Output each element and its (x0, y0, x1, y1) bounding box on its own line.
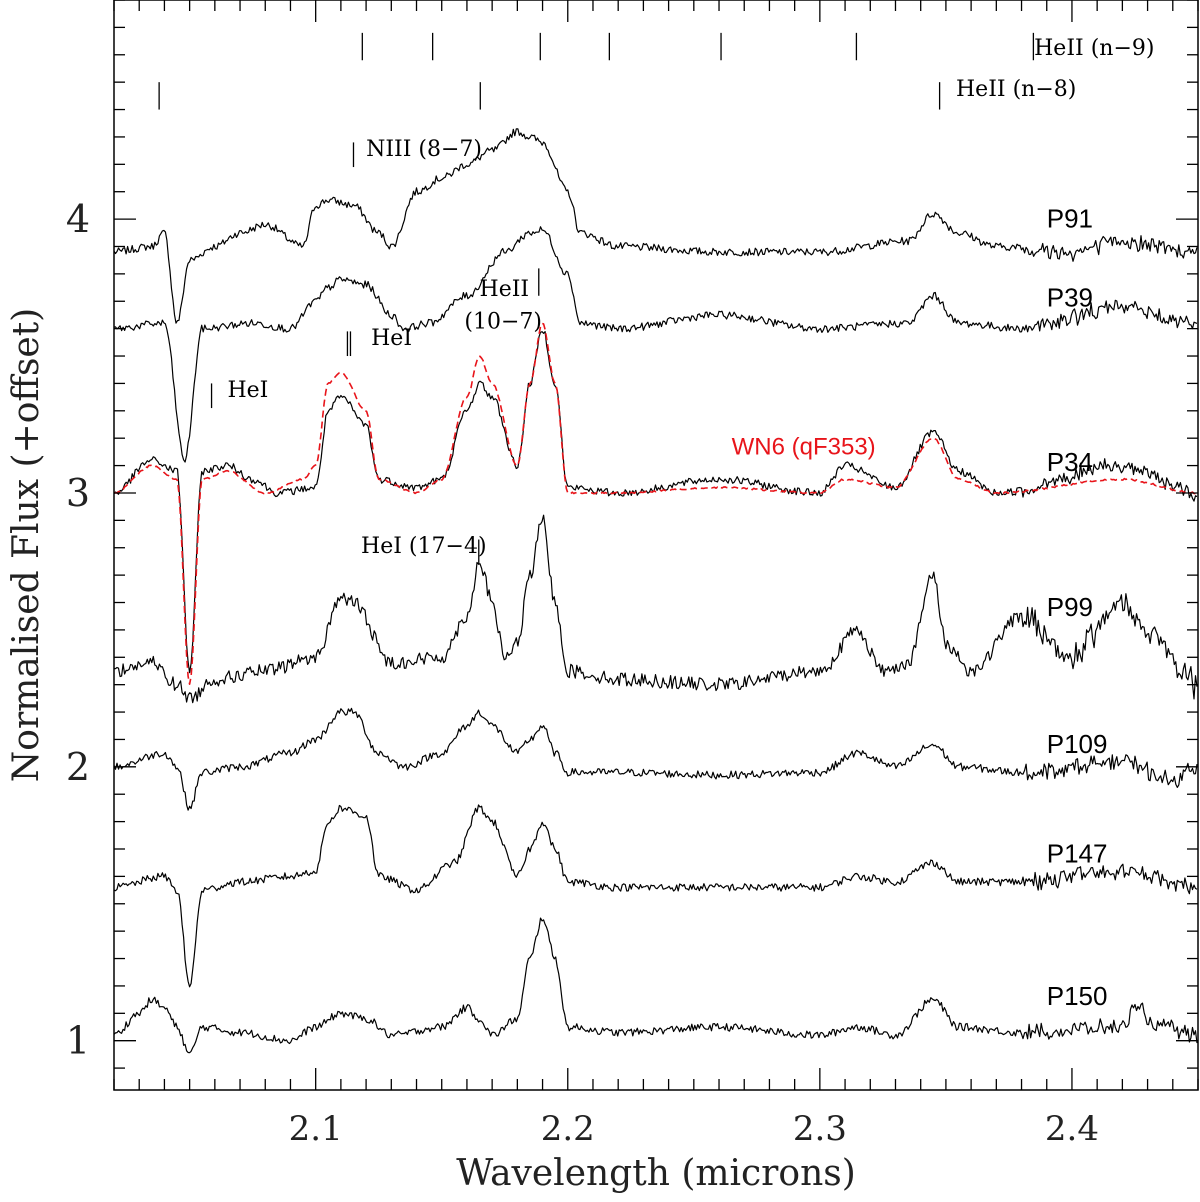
plot-frame (113, 0, 1199, 1091)
line-id-label: HeI (371, 326, 412, 351)
spectrum-p147 (113, 804, 1198, 988)
line-id-label: (10−7) (464, 310, 542, 335)
star-label-p109: P109 (1047, 729, 1108, 759)
spectrum-p150 (113, 917, 1198, 1054)
model-label: WN6 (qF353) (732, 434, 876, 461)
spectrum-p99 (114, 514, 1198, 704)
line-id-label: HeII (480, 277, 530, 302)
line-id-label: NIII (8−7) (366, 137, 482, 162)
spectrum-p39 (113, 226, 1198, 463)
y-axis-title: Normalised Flux (+offset) (6, 308, 47, 782)
star-label-p147: P147 (1047, 839, 1108, 869)
y-tick-label: 4 (66, 197, 90, 241)
line-id-label: HeI (17−4) (361, 534, 486, 559)
line-id-label: HeI (227, 378, 268, 403)
tick-group: 2.1 2.2 2.3 2.4 1 2 3 4 (66, 0, 1199, 1149)
x-tick-label: 2.2 (541, 1109, 595, 1149)
star-label-p99: P99 (1047, 592, 1093, 622)
spectrum-wn6-qf353- (113, 322, 1198, 686)
x-tick-label: 2.4 (1045, 1109, 1099, 1149)
spectrum-p109 (113, 707, 1198, 811)
line-id-label: HeII (n−8) (956, 77, 1076, 102)
line-marker-group (158, 32, 1035, 565)
spectrum-p91 (113, 128, 1198, 324)
star-label-p34: P34 (1047, 447, 1093, 477)
line-id-label: HeII (n−9) (1034, 36, 1154, 61)
x-tick-label: 2.1 (289, 1109, 343, 1149)
x-axis-title: Wavelength (microns) (456, 1153, 856, 1194)
star-label-p39: P39 (1047, 283, 1093, 313)
star-label-p150: P150 (1047, 981, 1108, 1011)
spectrum-p34 (113, 331, 1198, 674)
series-group (113, 128, 1198, 1054)
y-tick-label: 1 (66, 1019, 90, 1063)
x-tick-label: 2.3 (793, 1109, 847, 1149)
label-group: HeII (n−9) HeII (n−8) NIII (8−7) HeII (10−7)… (227, 36, 1154, 1011)
y-tick-label: 2 (66, 745, 90, 789)
star-label-p91: P91 (1047, 203, 1093, 233)
y-tick-label: 3 (66, 471, 90, 515)
